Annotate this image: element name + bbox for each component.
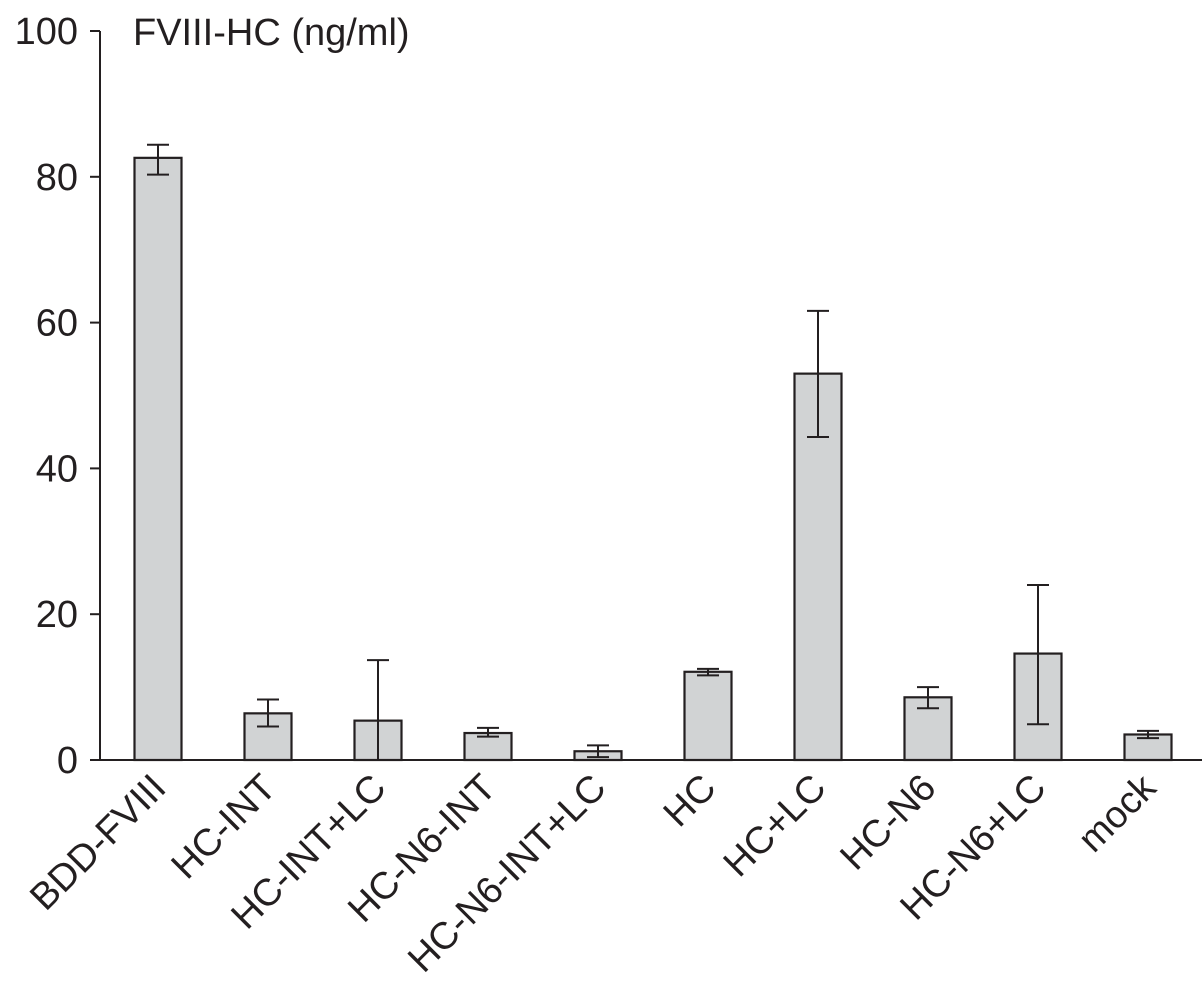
category-label: mock bbox=[1070, 766, 1165, 861]
category-labels: BDD-FVIIIHC-INTHC-INT+LCHC-N6-INTHC-N6-I… bbox=[22, 766, 1165, 981]
category-label: HC bbox=[656, 767, 725, 836]
bar bbox=[683, 670, 733, 762]
bar bbox=[793, 372, 843, 762]
error-bar bbox=[807, 309, 829, 439]
y-tick-label: 60 bbox=[36, 303, 78, 345]
error-bar bbox=[257, 698, 279, 728]
y-tick-label: 40 bbox=[36, 448, 78, 490]
y-ticks: 0 20 40 60 80 100 bbox=[15, 11, 100, 782]
y-tick-label: 0 bbox=[57, 740, 78, 782]
error-bar bbox=[917, 686, 939, 710]
error-bar bbox=[697, 667, 719, 677]
error-bar bbox=[147, 143, 169, 176]
category-label: HC+LC bbox=[716, 767, 835, 886]
category-label: BDD-FVIII bbox=[22, 767, 174, 919]
category-label: HC-N6-INT+LC bbox=[400, 767, 614, 981]
error-bar bbox=[477, 726, 499, 738]
error-bars bbox=[147, 143, 1159, 760]
axes bbox=[99, 31, 1202, 761]
error-bar bbox=[367, 659, 389, 760]
y-tick-label: 80 bbox=[36, 157, 78, 199]
bars bbox=[133, 156, 1173, 762]
error-bar bbox=[587, 744, 609, 759]
y-tick-label: 20 bbox=[36, 594, 78, 636]
error-bar bbox=[1137, 729, 1159, 740]
y-axis-label: FVIII-HC (ng/ml) bbox=[133, 12, 410, 54]
error-bar bbox=[1027, 584, 1049, 726]
category-label: HC-N6 bbox=[833, 767, 945, 879]
y-tick-label: 100 bbox=[15, 11, 78, 53]
bar bbox=[133, 156, 183, 762]
